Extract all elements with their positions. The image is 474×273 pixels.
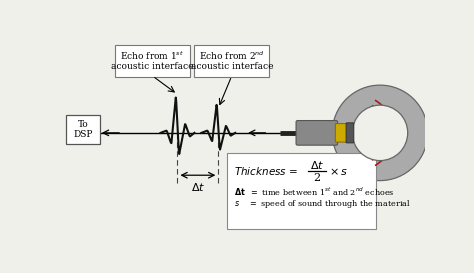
Text: To
DSP: To DSP	[73, 120, 92, 139]
Circle shape	[332, 85, 428, 181]
FancyBboxPatch shape	[227, 153, 376, 229]
FancyBboxPatch shape	[296, 121, 337, 145]
Text: $\mathit{s}$    $=$ speed of sound through the material: $\mathit{s}$ $=$ speed of sound through …	[235, 198, 411, 210]
Text: acoustic interface: acoustic interface	[111, 62, 194, 71]
Text: 2: 2	[313, 173, 320, 183]
FancyBboxPatch shape	[66, 115, 100, 144]
Text: Echo from 2$^{nd}$: Echo from 2$^{nd}$	[199, 50, 265, 62]
Text: $\mathbf{\Delta t}$  $=$ time between 1$^{st}$ and 2$^{nd}$ echoes: $\mathbf{\Delta t}$ $=$ time between 1$^…	[235, 185, 395, 198]
Text: $\Delta t$: $\Delta t$	[191, 181, 205, 193]
Text: Echo from 1$^{st}$: Echo from 1$^{st}$	[120, 50, 184, 62]
Text: $\it{Thickness}$$\,=\,$: $\it{Thickness}$$\,=\,$	[235, 165, 299, 177]
Text: $\times\,s$: $\times\,s$	[329, 166, 348, 177]
FancyBboxPatch shape	[194, 46, 270, 77]
FancyBboxPatch shape	[346, 123, 354, 143]
Text: acoustic interface: acoustic interface	[191, 62, 273, 71]
FancyBboxPatch shape	[335, 124, 347, 142]
Circle shape	[352, 105, 408, 161]
Text: $\Delta t$: $\Delta t$	[310, 159, 324, 171]
FancyBboxPatch shape	[115, 46, 190, 77]
